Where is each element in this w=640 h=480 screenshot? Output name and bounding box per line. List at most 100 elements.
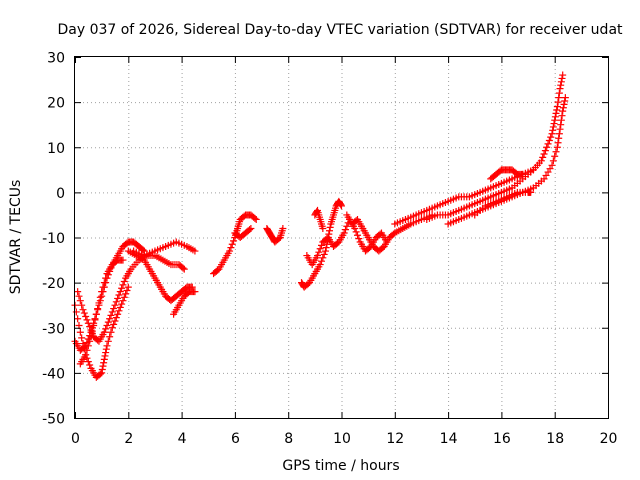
- data-point: [100, 328, 108, 336]
- data-point: [116, 288, 124, 296]
- data-point: [557, 121, 565, 129]
- y-tick-label: -40: [42, 366, 65, 382]
- data-point: [320, 250, 328, 258]
- data-point: [553, 143, 561, 151]
- data-point: [553, 106, 561, 114]
- data-point: [340, 229, 348, 237]
- chart-title: Day 037 of 2026, Sidereal Day-to-day VTE…: [57, 22, 623, 38]
- data-point: [246, 226, 254, 234]
- data-point: [112, 298, 120, 306]
- data-point: [118, 284, 126, 292]
- data-point: [100, 359, 108, 367]
- data-point: [116, 303, 124, 311]
- data-point: [552, 148, 560, 156]
- data-point: [95, 299, 103, 307]
- data-point: [314, 252, 322, 260]
- data-point: [556, 85, 564, 93]
- data-point: [549, 157, 557, 165]
- data-point: [228, 240, 236, 248]
- data-point: [553, 103, 561, 111]
- data-point: [318, 257, 326, 265]
- data-point: [88, 327, 96, 335]
- data-point: [551, 116, 559, 124]
- data-point: [343, 222, 351, 230]
- data-point: [227, 244, 235, 252]
- data-point: [561, 94, 569, 102]
- data-point: [123, 287, 131, 295]
- data-point: [544, 140, 552, 148]
- y-tick-label: 20: [47, 96, 65, 112]
- data-point: [316, 261, 324, 269]
- x-tick-label: 12: [386, 431, 404, 447]
- series-track-q: [444, 94, 569, 228]
- data-point: [550, 120, 558, 128]
- data-point: [86, 337, 94, 345]
- data-point: [120, 293, 128, 301]
- x-tick-label: 6: [231, 431, 240, 447]
- data-point: [110, 305, 118, 313]
- data-point: [555, 134, 563, 142]
- data-point: [316, 245, 324, 253]
- data-point: [96, 293, 104, 301]
- data-point: [557, 78, 565, 86]
- data-point: [554, 139, 562, 147]
- data-point: [561, 97, 569, 105]
- data-point: [551, 152, 559, 160]
- data-point: [548, 130, 556, 138]
- data-points: [71, 71, 569, 381]
- data-point: [230, 237, 238, 245]
- grid: [75, 57, 608, 418]
- x-tick-label: 18: [546, 431, 564, 447]
- data-point: [83, 316, 91, 324]
- data-point: [557, 116, 565, 124]
- data-point: [83, 346, 91, 354]
- series-track-a: [71, 283, 132, 381]
- data-point: [318, 241, 326, 249]
- data-point: [94, 305, 102, 313]
- data-point: [84, 342, 92, 350]
- data-point: [84, 319, 92, 327]
- data-point: [549, 126, 557, 134]
- series-track-c: [74, 252, 188, 345]
- data-point: [543, 143, 551, 151]
- data-point: [341, 226, 349, 234]
- data-point: [551, 113, 559, 121]
- data-point: [107, 328, 115, 336]
- data-point: [319, 254, 327, 262]
- data-point: [98, 365, 106, 373]
- data-point: [191, 247, 199, 255]
- x-tick-label: 10: [333, 431, 351, 447]
- data-point: [554, 98, 562, 106]
- data-point: [119, 256, 127, 264]
- data-point: [247, 224, 255, 232]
- series-track-p: [423, 71, 567, 223]
- data-point: [319, 224, 327, 232]
- data-point: [87, 333, 95, 341]
- data-point: [103, 342, 111, 350]
- data-point: [326, 227, 334, 235]
- data-point: [540, 150, 548, 158]
- data-point: [101, 352, 109, 360]
- data-point: [120, 277, 128, 285]
- data-point: [104, 318, 112, 326]
- data-point: [107, 311, 115, 319]
- series-track-d: [76, 256, 127, 368]
- series-track-j: [263, 224, 287, 246]
- data-point: [72, 308, 80, 316]
- x-tick-label: 0: [71, 431, 80, 447]
- plot-frame: [74, 56, 609, 419]
- data-point: [78, 301, 86, 309]
- series-track-s: [487, 166, 527, 183]
- y-tick-label: 30: [47, 51, 65, 67]
- data-point: [337, 201, 345, 209]
- data-point: [115, 291, 123, 299]
- data-point: [76, 328, 84, 336]
- data-point: [119, 281, 127, 289]
- data-point: [103, 321, 111, 329]
- x-tick-label: 14: [440, 431, 458, 447]
- data-point: [110, 320, 118, 328]
- y-tick-label: -50: [42, 412, 65, 428]
- data-point: [75, 292, 83, 300]
- data-point: [100, 355, 108, 363]
- x-tick-label: 16: [493, 431, 511, 447]
